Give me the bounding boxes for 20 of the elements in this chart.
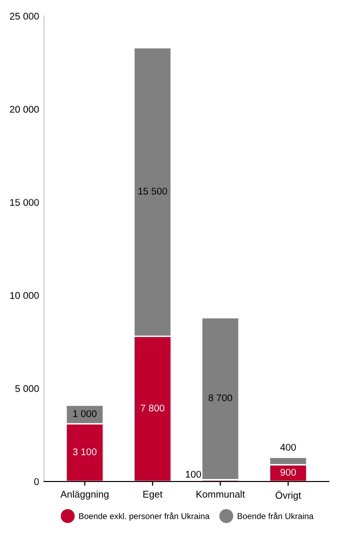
x-tick-label: Anläggning: [60, 490, 108, 500]
data-label: 400: [280, 444, 296, 451]
y-tick-label: 25 000: [10, 12, 39, 20]
data-label: 100: [186, 470, 201, 478]
data-label: 3 100: [72, 448, 97, 456]
data-label: 8 700: [208, 394, 232, 402]
y-tick-label: 0: [34, 478, 39, 486]
y-tick-label: 20 000: [10, 106, 39, 113]
legend-label: Boende från Ukraina: [238, 512, 314, 520]
data-label: 15 500: [138, 188, 168, 195]
data-label: 7 800: [140, 404, 164, 412]
legend-label: Boende exkl. personer från Ukraina: [79, 512, 210, 521]
data-label: 1 000: [73, 410, 97, 418]
y-tick-label: 10 000: [10, 292, 39, 299]
x-tick-label: Övrigt: [276, 490, 302, 501]
y-tick-label: 15 000: [10, 198, 39, 206]
x-tick-label: Kommunalt: [196, 490, 245, 498]
data-label: 900: [280, 468, 296, 476]
x-tick-label: Eget: [143, 490, 162, 500]
y-tick-label: 5 000: [15, 385, 39, 392]
